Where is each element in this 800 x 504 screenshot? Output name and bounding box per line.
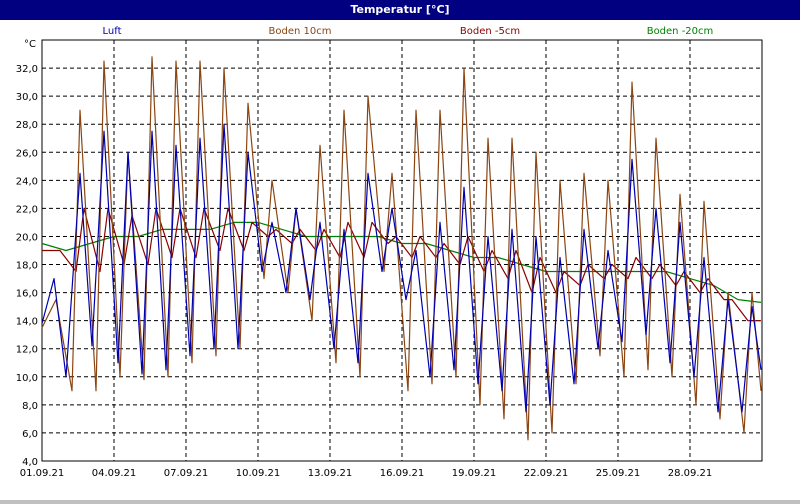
- legend-entry: Boden 10cm: [269, 26, 332, 37]
- x-axis: 01.09.21 04.09.21 07.09.21 10.09.21 13.09.21…: [20, 468, 713, 479]
- legend-entry: Luft: [103, 26, 122, 37]
- temperature-chart: 4,0 6,0 8,0 10,0 12,0 14,0 16,0 18,0 20,0 22,0 24,…: [16, 26, 763, 479]
- x-tick-label: 22.09.21: [524, 468, 569, 479]
- legend: Luft Boden 10cm Boden -5cm Boden -20cm: [103, 26, 714, 37]
- x-tick-label: 16.09.21: [380, 468, 425, 479]
- chart-window-title: Temperatur [°C]: [350, 3, 450, 16]
- y-tick-label: 30,0: [16, 92, 38, 103]
- y-tick-label: 6,0: [22, 429, 38, 440]
- x-tick-label: 19.09.21: [452, 468, 497, 479]
- y-tick-label: 24,0: [16, 176, 38, 187]
- series-line-boden-10cm: [41, 56, 762, 441]
- y-tick-label: 14,0: [16, 317, 38, 328]
- series-line-luft: [41, 123, 762, 413]
- y-tick-label: 22,0: [16, 204, 38, 215]
- y-tick-label: 20,0: [16, 232, 38, 243]
- y-tick-label: 18,0: [16, 261, 38, 272]
- y-tick-label: 16,0: [16, 289, 38, 300]
- y-tick-label: 8,0: [22, 401, 38, 412]
- series-lines: [41, 56, 762, 441]
- y-tick-label: 32,0: [16, 64, 38, 75]
- legend-entry: Boden -20cm: [647, 26, 714, 37]
- x-tick-label: 01.09.21: [20, 468, 65, 479]
- series-line-boden-5cm: [42, 207, 761, 322]
- x-tick-label: 28.09.21: [668, 468, 713, 479]
- chart-panel: 4,0 6,0 8,0 10,0 12,0 14,0 16,0 18,0 20,0 22,0 24,…: [0, 20, 800, 500]
- y-tick-label: 12,0: [16, 345, 38, 356]
- y-axis-unit: °C: [24, 39, 36, 50]
- y-tick-label: 26,0: [16, 148, 38, 159]
- x-tick-label: 25.09.21: [596, 468, 641, 479]
- title-bar: [0, 0, 800, 20]
- x-tick-label: 13.09.21: [308, 468, 353, 479]
- x-tick-label: 07.09.21: [164, 468, 209, 479]
- x-tick-label: 04.09.21: [92, 468, 137, 479]
- x-tick-label: 10.09.21: [236, 468, 281, 479]
- y-tick-label: 4,0: [22, 457, 38, 468]
- y-tick-label: 10,0: [16, 373, 38, 384]
- legend-entry: Boden -5cm: [460, 26, 520, 37]
- grid-lines: [42, 40, 762, 462]
- y-tick-label: 28,0: [16, 120, 38, 131]
- y-axis: 4,0 6,0 8,0 10,0 12,0 14,0 16,0 18,0 20,0 22,0 24,…: [16, 64, 38, 468]
